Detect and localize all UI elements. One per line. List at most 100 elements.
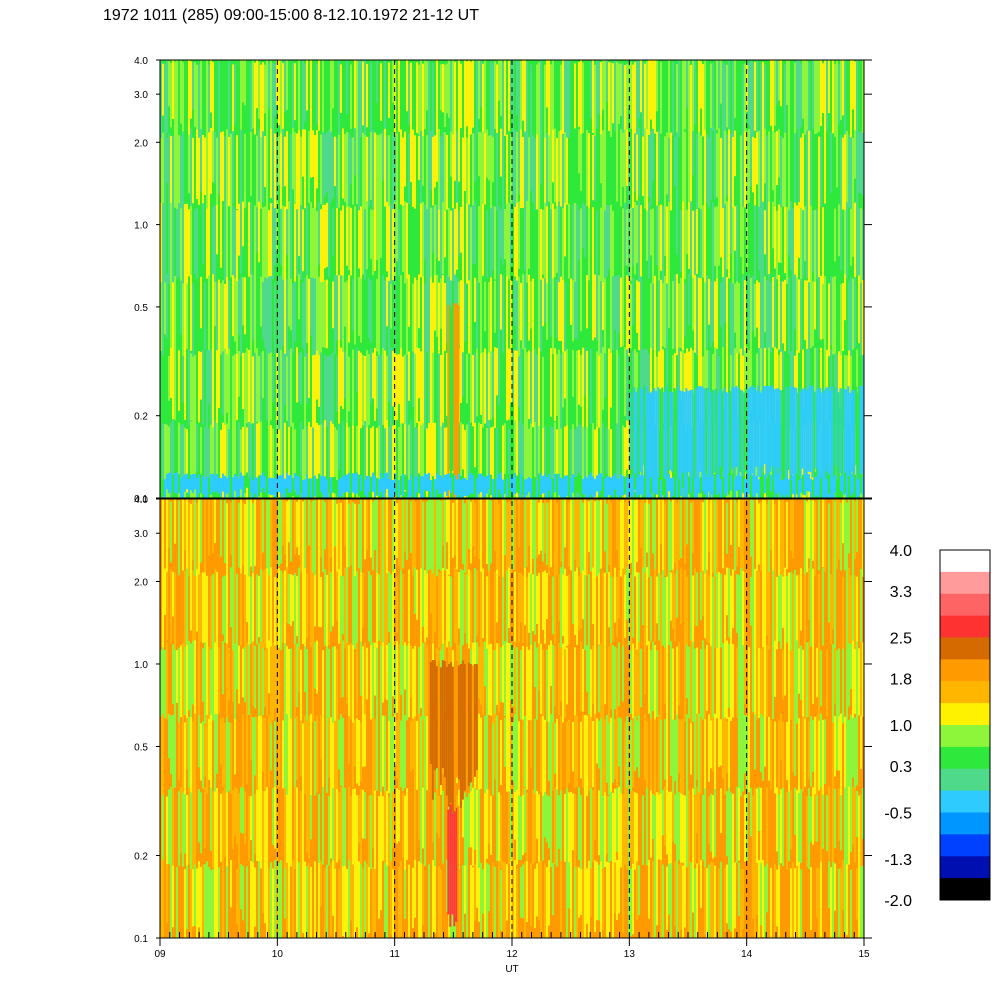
spectrogram-cell: [686, 576, 688, 691]
spectrogram-cell: [540, 643, 542, 714]
spectrogram-cell: [782, 787, 784, 880]
feature-cell: [496, 477, 498, 498]
spectrogram-cell: [604, 572, 606, 649]
spectrogram-cell: [170, 715, 172, 775]
spectrogram-cell: [584, 650, 586, 720]
spectrogram-cell: [242, 787, 244, 834]
spectrogram-cell: [292, 575, 294, 622]
spectrogram-cell: [432, 499, 434, 592]
spectrogram-cell: [278, 135, 280, 186]
spectrogram-cell: [524, 131, 526, 237]
spectrogram-cell: [218, 353, 220, 408]
spectrogram-cell: [170, 202, 172, 296]
spectrogram-cell: [210, 277, 212, 353]
spectrogram-cell: [576, 715, 578, 805]
spectrogram-cell: [598, 790, 600, 856]
spectrogram-cell: [210, 575, 212, 649]
spectrogram-cell: [526, 714, 528, 790]
spectrogram-cell: [182, 355, 184, 403]
feature-cell: [398, 480, 400, 498]
spectrogram-cell: [562, 860, 564, 938]
spectrogram-cell: [412, 423, 414, 498]
spectrogram-cell: [752, 136, 754, 193]
spectrogram-cell: [400, 204, 402, 267]
spectrogram-cell: [442, 351, 444, 460]
spectrogram-cell: [784, 718, 786, 788]
spectrogram-cell: [818, 202, 820, 289]
spectrogram-cell: [492, 499, 494, 598]
spectrogram-cell: [256, 502, 258, 582]
spectrogram-cell: [400, 720, 402, 788]
spectrogram-cell: [254, 205, 256, 300]
spectrogram-cell: [304, 645, 306, 693]
spectrogram-cell: [716, 133, 718, 198]
spectrogram-cell: [376, 572, 378, 661]
feature-cell: [709, 391, 712, 498]
spectrogram-cell: [844, 210, 846, 311]
spectrogram-cell: [192, 62, 194, 110]
spectrogram-cell: [756, 499, 758, 600]
spectrogram-cell: [584, 499, 586, 592]
feature-cell: [739, 389, 742, 473]
feature-cell: [492, 478, 494, 498]
spectrogram-cell: [360, 136, 362, 187]
spectrogram-cell: [198, 351, 200, 443]
spectrogram-cell: [234, 643, 236, 726]
spectrogram-cell: [844, 274, 846, 321]
spectrogram-cell: [520, 572, 522, 623]
spectrogram-cell: [838, 648, 840, 750]
spectrogram-cell: [508, 202, 510, 312]
spectrogram-cell: [246, 788, 248, 865]
y-tick-label: 0.1: [134, 934, 148, 945]
x-tick-label: 12: [506, 949, 518, 960]
spectrogram-cell: [498, 347, 500, 406]
spectrogram-cell: [562, 643, 564, 754]
spectrogram-cell: [438, 282, 440, 393]
y-tick-label: 1.0: [134, 221, 148, 232]
spectrogram-cell: [694, 721, 696, 796]
spectrogram-cell: [180, 717, 182, 765]
spectrogram-cell: [210, 869, 212, 938]
spectrogram-cell: [576, 350, 578, 462]
spectrogram-cell: [620, 129, 622, 225]
spectrogram-cell: [294, 281, 296, 342]
spectrogram-cell: [346, 280, 348, 366]
spectrogram-cell: [796, 277, 798, 382]
spectrogram-cell: [736, 502, 738, 567]
spectrogram-cell: [684, 283, 686, 337]
spectrogram-cell: [316, 130, 318, 189]
spectrogram-cell: [308, 568, 310, 676]
spectrogram-cell: [544, 352, 546, 437]
spectrogram-cell: [500, 274, 502, 330]
spectrogram-cell: [284, 422, 286, 484]
spectrogram-cell: [784, 279, 786, 352]
spectrogram-cell: [284, 868, 286, 919]
spectrogram-cell: [394, 715, 396, 766]
spectrogram-cell: [510, 62, 512, 111]
spectrogram-cell: [862, 642, 864, 733]
spectrogram-cell: [610, 643, 612, 710]
spectrogram-cell: [314, 207, 316, 289]
feature-cell: [604, 478, 606, 497]
spectrogram-cell: [286, 209, 288, 256]
spectrogram-cell: [604, 642, 606, 705]
spectrogram-cell: [226, 129, 228, 231]
spectrogram-cell: [336, 137, 338, 238]
feature-cell: [712, 474, 714, 495]
spectrogram-cell: [338, 569, 340, 658]
spectrogram-cell: [810, 646, 812, 720]
spectrogram-cell: [218, 428, 220, 498]
spectrogram-cell: [616, 859, 618, 921]
feature-cell: [659, 389, 662, 487]
spectrogram-cell: [810, 569, 812, 675]
spectrogram-cell: [846, 716, 848, 833]
spectrogram-cell: [828, 786, 830, 860]
spectrogram-cell: [598, 501, 600, 598]
spectrogram-cell: [778, 60, 780, 101]
feature-cell: [522, 477, 524, 495]
spectrogram-cell: [490, 427, 492, 498]
spectrogram-cell: [320, 282, 322, 378]
spectrogram-cell: [738, 787, 740, 861]
feature-cell: [282, 474, 284, 494]
spectrogram-cell: [376, 427, 378, 498]
